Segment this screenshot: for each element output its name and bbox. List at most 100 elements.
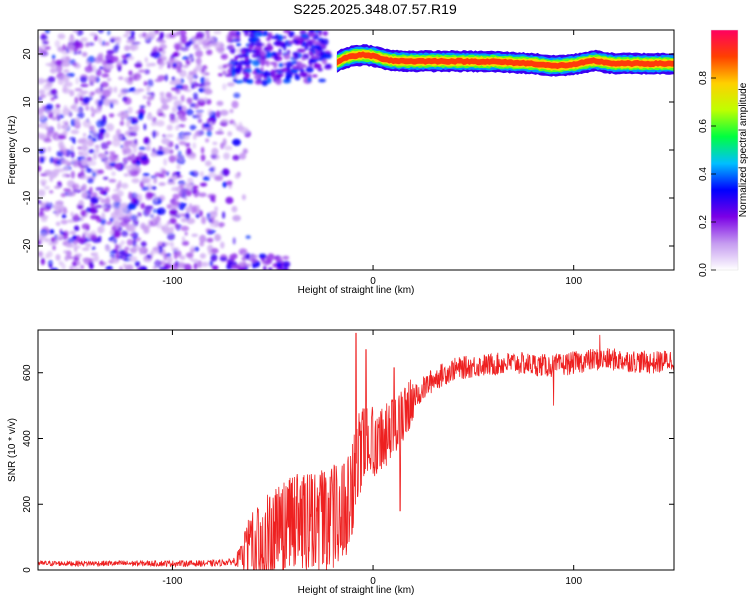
spectral-blob: [208, 218, 213, 224]
spectral-blob: [61, 120, 69, 125]
spectral-blob: [39, 206, 44, 215]
spectral-blob: [45, 253, 50, 259]
spectral-blob: [172, 62, 177, 68]
spectral-blob: [45, 103, 54, 111]
spectral-blob: [127, 264, 134, 270]
spectral-blob: [176, 212, 183, 216]
spectral-blob: [113, 86, 118, 93]
spectral-blob: [255, 261, 261, 266]
colorbar-frame: [710, 29, 739, 271]
spectral-blob: [113, 163, 122, 170]
spectral-blob: [163, 158, 168, 166]
spectral-blob: [95, 68, 102, 77]
spectral-blob: [162, 134, 167, 138]
spectral-blob: [140, 202, 145, 209]
spectral-blob: [146, 99, 151, 107]
spectral-blob: [189, 54, 194, 58]
spectral-blob: [167, 220, 171, 225]
spectral-blob: [273, 62, 278, 69]
spectral-blob: [234, 173, 240, 179]
spectral-blob: [90, 234, 98, 241]
spectral-blob: [112, 217, 120, 223]
spectral-blob: [45, 202, 54, 209]
y-tick-label: 0: [22, 567, 33, 573]
spectral-blob: [99, 66, 104, 70]
spectral-blob: [71, 267, 81, 270]
spectral-blob: [144, 206, 151, 215]
spectral-blob: [175, 88, 181, 95]
spectral-blob: [151, 246, 161, 254]
spectral-blob: [308, 51, 314, 55]
snr-series-line: [38, 332, 674, 570]
spectral-blob: [148, 30, 156, 36]
spectral-blob: [152, 46, 159, 52]
spectral-blob: [49, 229, 55, 235]
spectral-blob: [107, 30, 111, 36]
spectral-blob: [192, 185, 199, 189]
spectral-blob: [158, 195, 166, 202]
spectral-blob: [108, 153, 117, 162]
spectral-blob: [91, 246, 96, 250]
spectral-blob: [127, 169, 134, 173]
spectral-blob: [119, 266, 123, 270]
spectral-blob: [188, 71, 194, 76]
spectral-blob: [199, 234, 207, 243]
spectral-blob: [150, 122, 158, 127]
spectral-blob: [169, 217, 177, 224]
spectral-blob: [80, 37, 88, 42]
spectral-blob: [100, 118, 107, 127]
spectral-blob: [175, 84, 183, 90]
spectral-blob: [181, 84, 189, 91]
spectral-blob: [140, 155, 148, 161]
spectral-blob: [206, 32, 211, 40]
spectral-blob: [186, 190, 192, 197]
spectral-blob: [92, 171, 97, 178]
spectral-blob: [73, 189, 82, 193]
spectral-blob: [318, 30, 322, 37]
spectral-blob: [109, 99, 118, 103]
spectral-blob: [55, 104, 61, 109]
spectral-blob: [274, 69, 281, 73]
spectral-blob: [227, 44, 235, 50]
spectral-blob: [132, 218, 139, 227]
spectral-blob: [173, 175, 178, 181]
spectral-blob: [106, 140, 112, 145]
spectral-blob: [133, 199, 140, 206]
spectral-blob: [189, 102, 196, 108]
spectral-blob: [242, 53, 248, 58]
spectral-blob: [67, 219, 75, 223]
spectral-blob: [173, 78, 182, 85]
spectral-blob: [176, 164, 181, 170]
spectral-blob: [143, 136, 150, 145]
spectral-blob: [85, 42, 90, 48]
spectral-blob: [50, 88, 58, 96]
spectral-blob: [64, 81, 73, 87]
spectral-blob: [274, 54, 279, 61]
spectral-blob: [233, 60, 240, 65]
spectral-blob: [70, 211, 74, 217]
spectral-blob: [87, 135, 93, 140]
spectral-blob: [81, 191, 88, 199]
spectral-blob: [158, 182, 166, 186]
spectral-blob: [204, 88, 213, 95]
spectral-blob: [192, 204, 197, 212]
spectral-blob: [122, 165, 132, 170]
spectral-blob: [309, 58, 315, 64]
spectral-blob: [147, 79, 154, 87]
spectral-blob: [188, 154, 197, 160]
spectral-blob: [123, 216, 131, 224]
spectral-blob: [62, 125, 69, 130]
spectral-blob: [266, 50, 271, 56]
spectral-blob: [150, 92, 155, 98]
spectral-blob: [194, 246, 200, 252]
spectral-blob: [166, 134, 174, 138]
spectral-blob: [101, 212, 106, 220]
spectral-blob: [187, 177, 194, 184]
x-tick-label: -100: [162, 576, 182, 587]
spectral-blob: [75, 77, 79, 85]
spectral-blob: [63, 188, 71, 192]
spectral-blob: [40, 257, 46, 266]
spectral-blob: [41, 44, 47, 48]
spectral-blob: [146, 113, 153, 121]
